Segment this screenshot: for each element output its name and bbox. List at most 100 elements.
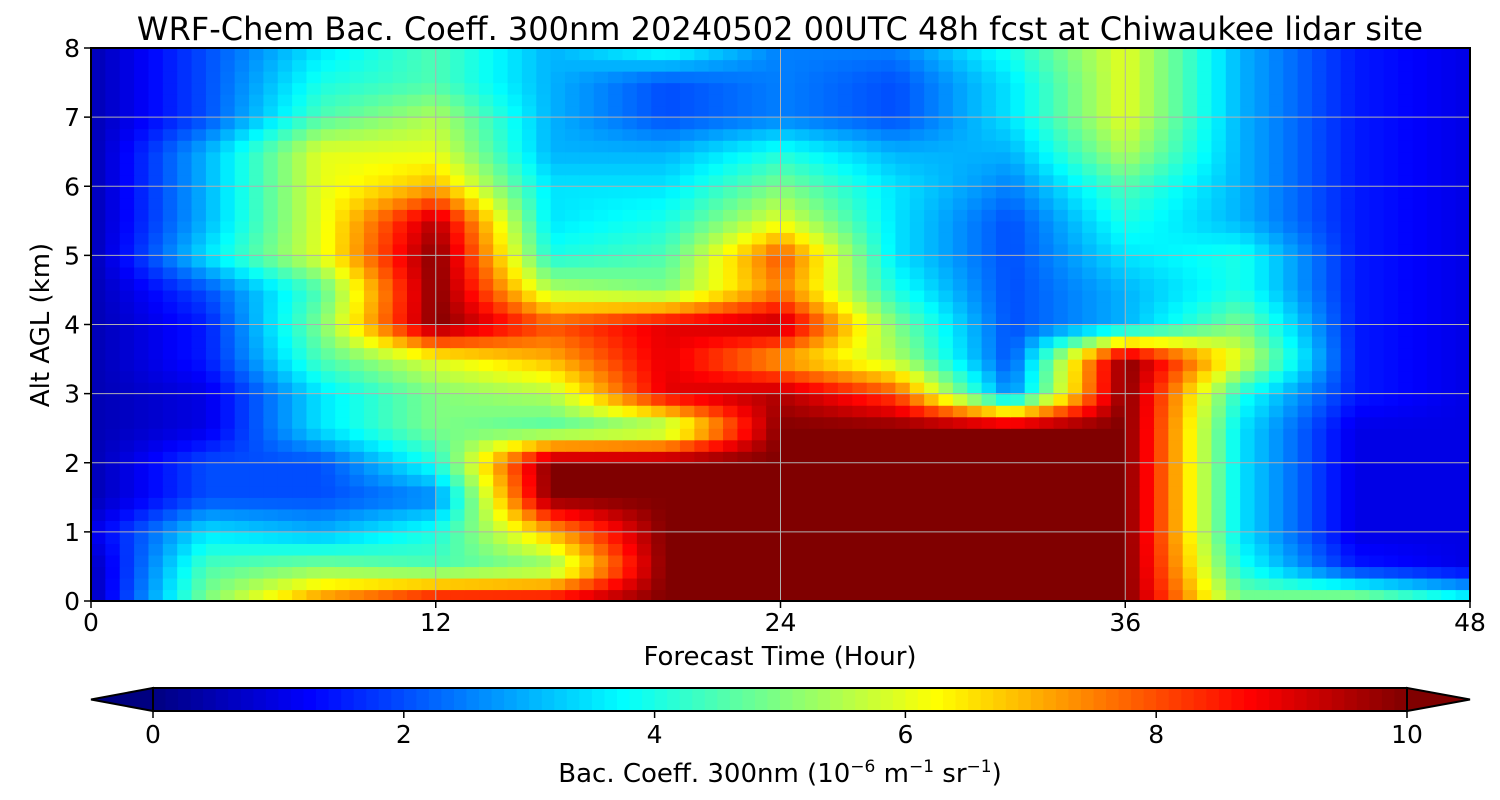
heatmap-cell [823, 266, 839, 280]
heatmap-cell [1311, 370, 1327, 383]
heatmap-cell [1441, 232, 1457, 245]
heatmap-cell [981, 128, 997, 141]
heatmap-cell [1340, 566, 1356, 579]
heatmap-cell [363, 508, 379, 521]
heatmap-cell [234, 255, 250, 268]
heatmap-cell [507, 82, 523, 95]
heatmap-cell [1139, 266, 1155, 280]
heatmap-cell [924, 336, 940, 349]
heatmap-cell [320, 370, 336, 383]
heatmap-cell [1197, 543, 1213, 556]
heatmap-cell [1240, 462, 1256, 475]
heatmap-cell [823, 105, 839, 118]
heatmap-cell [995, 393, 1011, 406]
heatmap-cell [378, 554, 394, 568]
heatmap-cell [651, 243, 667, 256]
heatmap-cell [407, 48, 422, 61]
heatmap-cell [191, 289, 207, 303]
heatmap-cell [1082, 151, 1098, 164]
heatmap-cell [1211, 543, 1227, 556]
heatmap-cell [938, 577, 954, 591]
heatmap-cell [967, 554, 983, 568]
heatmap-cell [665, 520, 681, 533]
heatmap-cell [134, 151, 150, 164]
colorbar-ticks: 0 2 4 6 8 10 [145, 711, 1423, 749]
heatmap-cell [751, 370, 767, 383]
heatmap-cell [852, 439, 868, 452]
heatmap-cell [852, 174, 868, 187]
heatmap-cell [751, 382, 767, 395]
heatmap-cell [435, 94, 451, 107]
heatmap-cell [1197, 82, 1213, 95]
heatmap-cell [1139, 140, 1155, 153]
heatmap-cell [1197, 163, 1213, 176]
heatmap-cell [751, 566, 767, 579]
heatmap-cell [1311, 289, 1327, 303]
heatmap-cell [636, 82, 652, 95]
heatmap-cell [550, 347, 566, 360]
heatmap-cell [1412, 474, 1428, 487]
heatmap-cell [1039, 428, 1055, 441]
heatmap-cell [1153, 209, 1169, 222]
heatmap-cell [995, 151, 1011, 164]
heatmap-cell [708, 451, 724, 464]
heatmap-cell [464, 531, 480, 544]
heatmap-cell [1268, 543, 1284, 556]
heatmap-cell [507, 566, 523, 579]
heatmap-cell [1082, 94, 1098, 107]
colorbar-segment [1080, 688, 1095, 711]
heatmap-cell [1225, 312, 1241, 326]
heatmap-cell [622, 531, 638, 544]
colorbar-segment [491, 688, 505, 711]
heatmap-cell [565, 220, 580, 233]
heatmap-cell [134, 94, 150, 107]
heatmap-cell [292, 416, 308, 429]
heatmap-cell [1283, 94, 1299, 107]
heatmap-cell [679, 566, 695, 579]
heatmap-cell [694, 128, 710, 141]
heatmap-cell [507, 163, 523, 176]
heatmap-cell [277, 59, 293, 72]
heatmap-cell [708, 220, 724, 233]
heatmap-cell [708, 462, 724, 475]
heatmap-cell [737, 485, 753, 498]
heatmap-cell [766, 520, 782, 533]
heatmap-cell [608, 520, 624, 533]
heatmap-cell [1182, 439, 1198, 452]
heatmap-cell [134, 508, 150, 521]
heatmap-cell [205, 94, 221, 107]
heatmap-cell [938, 48, 954, 61]
heatmap-cell [249, 382, 264, 395]
heatmap-cell [723, 59, 738, 72]
heatmap-cell [1369, 105, 1385, 118]
heatmap-cell [421, 566, 437, 579]
heatmap-cell [1096, 301, 1112, 314]
heatmap-cell [1182, 370, 1198, 383]
heatmap-cell [708, 209, 724, 222]
heatmap-cell [924, 428, 940, 441]
heatmap-cell [1426, 151, 1442, 164]
heatmap-cell [550, 589, 566, 601]
heatmap-cell [1240, 485, 1256, 498]
heatmap-cell [708, 105, 724, 118]
heatmap-cell [205, 439, 221, 452]
heatmap-cell [191, 508, 207, 521]
heatmap-cell [292, 324, 308, 337]
heatmap-cell [292, 82, 308, 95]
heatmap-cell [1240, 220, 1256, 233]
heatmap-cell [866, 94, 882, 107]
heatmap-cell [694, 520, 710, 533]
heatmap-cell [579, 59, 595, 72]
heatmap-cell [335, 520, 351, 533]
heatmap-cell [1441, 278, 1457, 291]
heatmap-cell [191, 474, 207, 487]
heatmap-cell [737, 140, 753, 153]
heatmap-cell [349, 105, 365, 118]
heatmap-cell [593, 312, 609, 326]
heatmap-cell [493, 209, 509, 222]
heatmap-cell [636, 128, 652, 141]
heatmap-cell [866, 312, 882, 326]
heatmap-cell [967, 393, 983, 406]
heatmap-cell [866, 336, 882, 349]
heatmap-cell [191, 197, 207, 210]
